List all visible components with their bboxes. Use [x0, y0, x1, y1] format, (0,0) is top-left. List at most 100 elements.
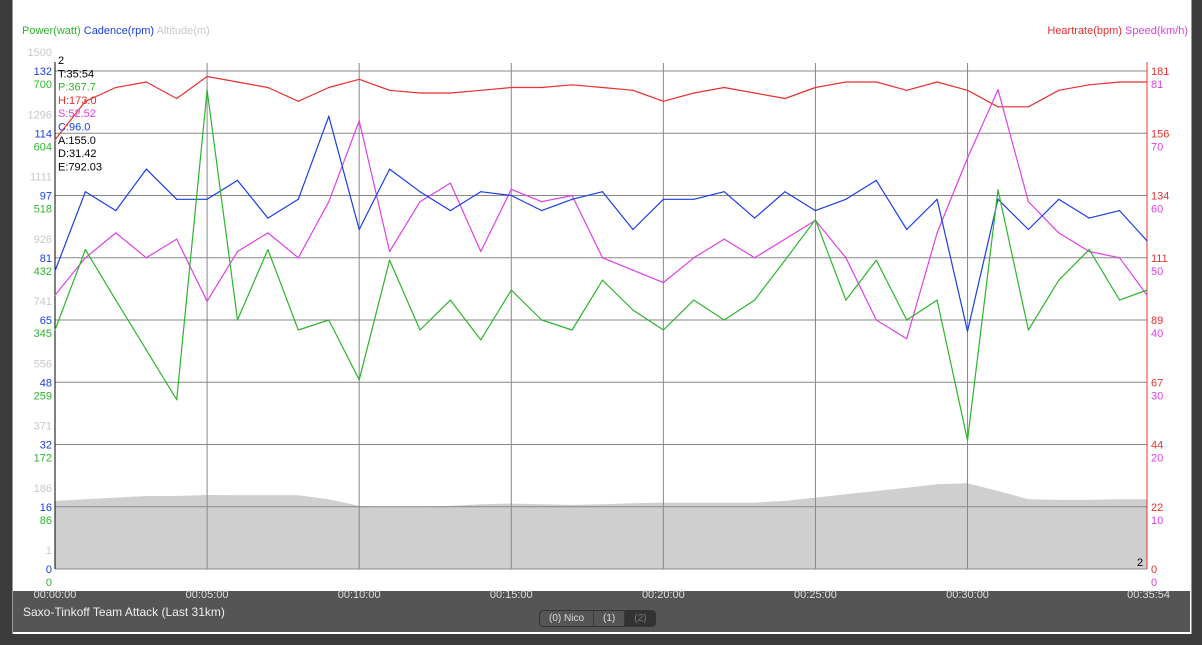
- cadence-point: [1058, 198, 1060, 200]
- cadence-point: [723, 191, 725, 193]
- time-tick-label: 00:20:00: [642, 589, 685, 601]
- altitude-tick-label: 556: [34, 358, 52, 370]
- cadence-tick-label: 132: [34, 66, 52, 78]
- power-point: [784, 259, 786, 261]
- heartrate-point: [632, 89, 634, 91]
- heartrate-point: [1027, 106, 1029, 108]
- cadence-point: [1088, 217, 1090, 219]
- cadence-point: [662, 198, 664, 200]
- power-point: [601, 279, 604, 281]
- heartrate-point: [784, 97, 786, 100]
- speed-point: [236, 250, 239, 253]
- heartrate-point: [814, 86, 817, 89]
- cadence-point: [571, 198, 573, 200]
- altitude-tick-label: 1111: [30, 172, 52, 184]
- speed-tick-label: 10: [1151, 515, 1163, 527]
- cadence-point: [784, 191, 786, 193]
- speed-point: [966, 157, 969, 159]
- heartrate-point: [845, 81, 847, 83]
- tooltip-line: D:31.42: [58, 148, 97, 160]
- heartrate-point: [875, 81, 877, 83]
- power-point: [693, 299, 695, 301]
- power-point: [510, 289, 512, 291]
- heartrate-point: [84, 100, 87, 102]
- rider-button-0[interactable]: (0) Nico: [540, 611, 595, 626]
- power-point: [206, 89, 208, 91]
- power-point: [176, 399, 178, 401]
- legend-left: Power(watt) Cadence(rpm) Altitude(m): [22, 25, 210, 37]
- cadence-point: [328, 115, 330, 117]
- heartrate-point: [936, 81, 938, 83]
- speed-tick-label: 20: [1151, 453, 1163, 465]
- power-tick-label: 700: [34, 79, 52, 91]
- time-tick-label: 00:10:00: [338, 589, 381, 601]
- power-point: [906, 319, 908, 321]
- speed-point: [541, 201, 543, 203]
- heartrate-point: [1088, 84, 1090, 86]
- speed-point: [906, 338, 908, 340]
- cadence-point: [176, 198, 178, 200]
- cadence-point: [358, 228, 360, 231]
- power-point: [754, 299, 756, 301]
- heartrate-point: [115, 86, 117, 89]
- cadence-point: [54, 270, 56, 272]
- heartrate-tick-label: 181: [1151, 66, 1169, 78]
- altitude-tick-label: 926: [34, 234, 52, 246]
- cadence-point: [875, 179, 877, 182]
- heartrate-point: [1146, 81, 1148, 83]
- power-point: [541, 319, 543, 321]
- cadence-point: [632, 228, 634, 231]
- heartrate-point: [419, 92, 421, 94]
- speed-point: [206, 300, 208, 302]
- power-point: [1027, 329, 1029, 331]
- heartrate-tick-label: 44: [1151, 440, 1163, 452]
- speed-point: [358, 120, 360, 122]
- speed-point: [784, 238, 786, 240]
- heartrate-point: [571, 84, 573, 86]
- power-point: [875, 259, 877, 261]
- heartrate-point: [297, 100, 299, 102]
- rider-button-1[interactable]: (1): [594, 611, 626, 626]
- cadence-tick-label: 81: [40, 253, 52, 265]
- tooltip-line: H:173.0: [58, 95, 97, 107]
- cadence-tick-label: 97: [40, 191, 52, 203]
- rider-button-2[interactable]: (2): [625, 611, 656, 626]
- power-tick-label: 0: [46, 577, 52, 589]
- cadence-point: [754, 217, 756, 219]
- heartrate-point: [754, 92, 756, 94]
- cadence-point: [449, 209, 452, 212]
- heartrate-tick-label: 67: [1151, 377, 1163, 389]
- power-point: [328, 319, 330, 321]
- power-point: [997, 189, 999, 191]
- power-point: [814, 219, 817, 221]
- altitude-area: [55, 483, 1147, 569]
- heartrate-tick-label: 134: [1151, 191, 1169, 203]
- cadence-point: [419, 191, 421, 193]
- ride-title: Saxo-Tinkoff Team Attack (Last 31km): [23, 605, 225, 619]
- speed-point: [449, 182, 452, 184]
- heartrate-tick-label: 22: [1151, 502, 1163, 514]
- altitude-tick-label: 186: [34, 483, 52, 495]
- legend-power: Power(watt): [22, 25, 81, 37]
- heartrate-point: [601, 86, 604, 89]
- speed-tick-label: 50: [1151, 266, 1163, 278]
- speed-point: [297, 257, 299, 259]
- power-point: [966, 439, 969, 441]
- cadence-point: [115, 209, 117, 212]
- power-point: [1119, 299, 1121, 301]
- cadence-point: [906, 228, 908, 231]
- heartrate-point: [328, 86, 330, 89]
- cadence-point: [236, 179, 239, 182]
- speed-point: [997, 89, 999, 91]
- cadence-point: [814, 209, 817, 212]
- heartrate-point: [966, 89, 969, 91]
- heartrate-point: [145, 81, 147, 83]
- cadence-point: [1027, 228, 1029, 231]
- power-point: [388, 259, 391, 261]
- altitude-tick-label: 371: [34, 421, 52, 433]
- heartrate-point: [723, 86, 725, 89]
- cadence-point: [601, 191, 604, 193]
- speed-point: [1027, 201, 1029, 203]
- tooltip-line: A:155.0: [58, 135, 96, 147]
